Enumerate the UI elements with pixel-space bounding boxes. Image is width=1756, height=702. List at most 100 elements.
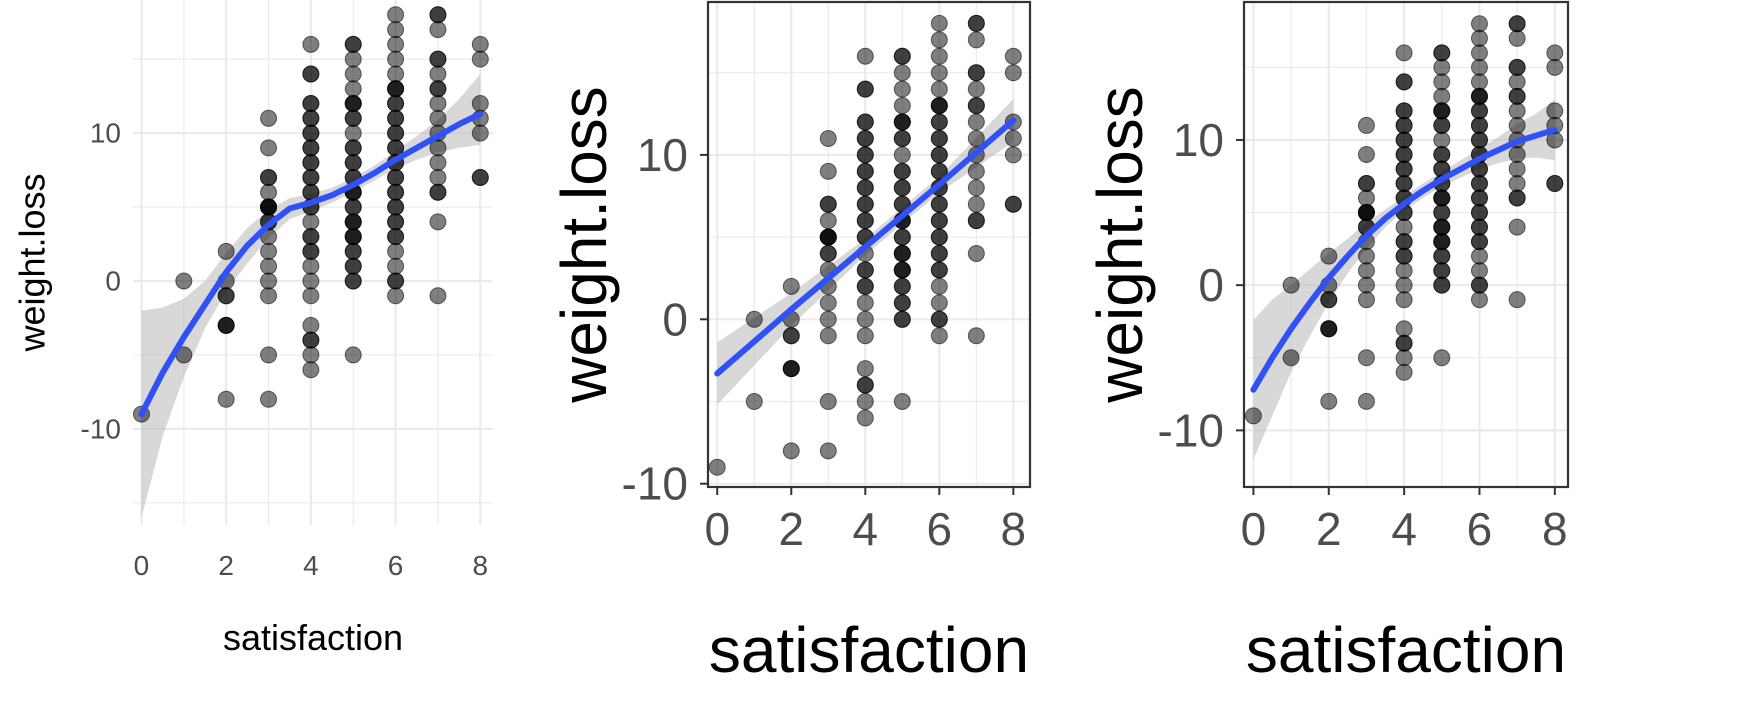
data-point — [1470, 247, 1488, 265]
data-point — [344, 35, 362, 53]
data-point — [260, 109, 278, 127]
data-point — [1357, 189, 1375, 207]
data-point — [856, 261, 874, 279]
data-point — [1395, 73, 1413, 91]
data-point — [344, 124, 362, 142]
data-point — [1357, 175, 1375, 193]
data-point — [1508, 189, 1526, 207]
data-point — [856, 212, 874, 230]
data-point — [967, 327, 985, 345]
data-point — [302, 35, 320, 53]
data-point — [344, 198, 362, 216]
data-point — [387, 124, 405, 142]
data-point — [302, 139, 320, 157]
data-point — [1395, 160, 1413, 178]
data-point — [1546, 102, 1564, 120]
data-point — [930, 31, 948, 49]
data-point — [1508, 160, 1526, 178]
data-point — [1357, 247, 1375, 265]
data-point — [930, 97, 948, 115]
data-point — [930, 212, 948, 230]
data-point — [893, 47, 911, 65]
x-tick-label: 4 — [303, 550, 319, 581]
data-point — [930, 228, 948, 246]
data-point — [1470, 276, 1488, 294]
data-point — [302, 242, 320, 260]
data-point — [1546, 175, 1564, 193]
data-point — [967, 179, 985, 197]
data-point — [1395, 175, 1413, 193]
data-point — [260, 257, 278, 275]
data-point — [1395, 291, 1413, 309]
data-point — [471, 168, 489, 186]
data-point — [856, 360, 874, 378]
data-point — [893, 80, 911, 98]
data-point — [893, 261, 911, 279]
x-tick-label: 0 — [704, 503, 730, 555]
data-point — [1470, 291, 1488, 309]
data-point — [782, 277, 800, 295]
x-tick-label: 8 — [1001, 503, 1027, 555]
data-point — [930, 47, 948, 65]
data-point — [930, 14, 948, 32]
data-point — [745, 393, 763, 411]
data-point — [782, 327, 800, 345]
data-point — [893, 146, 911, 164]
data-point — [856, 409, 874, 427]
data-point — [387, 242, 405, 260]
data-point — [1433, 349, 1451, 367]
data-point — [1357, 116, 1375, 134]
data-point — [1508, 73, 1526, 91]
data-point — [1433, 58, 1451, 76]
data-point — [856, 47, 874, 65]
y-axis-label: weight.loss — [548, 86, 620, 404]
data-point — [1470, 218, 1488, 236]
x-tick-label: 0 — [134, 550, 150, 581]
data-point — [1433, 262, 1451, 280]
y-tick-label: 10 — [90, 118, 121, 149]
data-point — [429, 21, 447, 39]
data-point — [387, 109, 405, 127]
data-point — [819, 310, 837, 328]
data-point — [1433, 73, 1451, 91]
points — [133, 6, 489, 423]
data-point — [1433, 131, 1451, 149]
data-point — [1320, 291, 1338, 309]
data-point — [429, 50, 447, 68]
data-point — [260, 390, 278, 408]
data-point — [387, 272, 405, 290]
data-point — [1433, 44, 1451, 62]
data-point — [1357, 392, 1375, 410]
data-point — [429, 80, 447, 98]
data-point — [967, 113, 985, 131]
data-point — [1433, 233, 1451, 251]
data-point — [217, 390, 235, 408]
data-point — [893, 113, 911, 131]
data-point — [967, 64, 985, 82]
data-point — [344, 272, 362, 290]
y-axis-label: weight.loss — [1084, 86, 1156, 404]
data-point — [1470, 58, 1488, 76]
data-point — [856, 376, 874, 394]
data-point — [967, 31, 985, 49]
data-point — [967, 212, 985, 230]
points — [1244, 15, 1564, 425]
x-tick-label: 6 — [1467, 503, 1493, 555]
data-point — [387, 228, 405, 246]
data-point — [745, 310, 763, 328]
confidence-band — [1253, 99, 1555, 460]
data-point — [260, 242, 278, 260]
data-point — [1282, 349, 1300, 367]
data-point — [1470, 29, 1488, 47]
data-point — [819, 162, 837, 180]
data-point — [1395, 320, 1413, 338]
x-tick-label: 2 — [218, 550, 234, 581]
data-point — [967, 195, 985, 213]
data-point — [387, 168, 405, 186]
data-point — [302, 124, 320, 142]
data-point — [260, 168, 278, 186]
data-point — [344, 109, 362, 127]
data-point — [1433, 247, 1451, 265]
data-point — [344, 65, 362, 83]
